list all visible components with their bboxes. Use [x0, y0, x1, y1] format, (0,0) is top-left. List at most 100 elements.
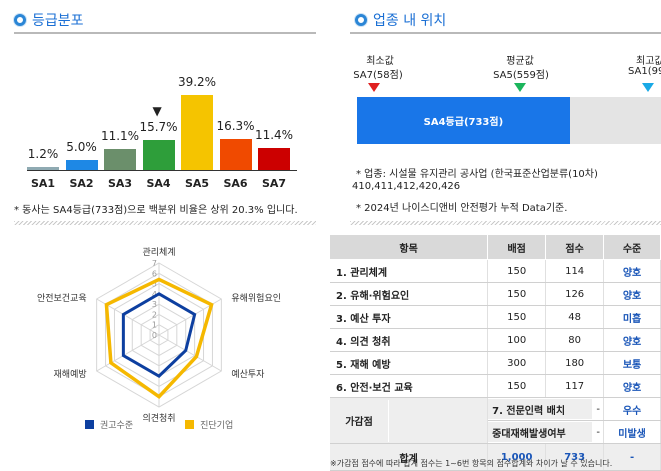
radar-axis-label: 관리체계 [142, 246, 175, 258]
radar-axis-label: 의견청취 [142, 412, 175, 424]
table-row: 2. 유해·위험요인 150 126 양호 [330, 282, 661, 306]
legend-swatch-recommended [85, 420, 94, 429]
row-max: 150 [487, 259, 547, 283]
table-row: 1. 관리체계 150 114 양호 [330, 259, 661, 283]
table-row: 6. 안전·보건 교육 150 117 양호 [330, 374, 661, 398]
radar-series-recommended [121, 292, 197, 379]
radar-legend: 권고수준 진단기업 [85, 418, 233, 431]
industry-data-note: * 2024년 나이스디앤비 안전평가 누적 Data기준. [356, 203, 568, 214]
header-item: 항목 [330, 235, 489, 260]
bonus-value: - [596, 403, 600, 415]
row-level: 양호 [603, 328, 661, 352]
row-item: 3. 예산 투자 [330, 305, 489, 329]
bonus-value: - [596, 426, 600, 438]
grade-bar-value-label: 1.2% [27, 147, 59, 161]
position-fill: SA4등급(733점) [357, 97, 570, 144]
section-bullet-icon [14, 14, 26, 26]
row-max: 150 [487, 374, 547, 398]
grade-bar-value-label: 11.1% [100, 128, 140, 143]
row-level: 양호 [603, 374, 661, 398]
legend-swatch-company [185, 420, 195, 429]
row-item: 2. 유해·위험요인 [330, 282, 489, 306]
row-score: 117 [545, 374, 605, 398]
separator [14, 221, 316, 225]
total-level: - [603, 443, 661, 471]
table-row: 5. 재해 예방 300 180 보통 [330, 351, 661, 375]
header-level: 수준 [603, 235, 661, 260]
radar-axis-label: 재해예방 [54, 369, 87, 380]
total-label: 합계 [330, 443, 489, 471]
grade-bar-value-label: 11.4% [254, 128, 294, 143]
table-header-row: 항목 배점 점수 수준 [330, 235, 661, 260]
radar-series-company [104, 277, 214, 400]
grade-category-label: SA5 [184, 177, 210, 190]
max-marker-icon [642, 83, 654, 92]
header-score: 점수 [545, 235, 605, 260]
grade-category-label: SA7 [261, 177, 287, 190]
separator [350, 221, 661, 225]
avg-marker-icon [514, 83, 526, 92]
radar-axis-label: 예산투자 [231, 369, 265, 380]
grade-bar-sa7 [258, 148, 290, 170]
total-score: 733 [545, 443, 605, 471]
industry-position-header: 업종 내 위치 [355, 10, 446, 30]
bonus-item: 7. 전문인력 배치 [488, 399, 594, 419]
row-score: 80 [545, 328, 605, 352]
row-item: 1. 관리체계 [330, 259, 489, 283]
bonus-item: 중대재해발생여부 [488, 422, 594, 442]
grade-bar-value-label: 16.3% [216, 118, 255, 133]
bonus-row: 7. 전문인력 배치 - [487, 397, 605, 421]
grade-category-label: SA2 [69, 177, 94, 190]
row-score: 180 [545, 351, 605, 375]
position-label: SA4등급(733점) [423, 117, 504, 128]
min-label: 최소값 [366, 56, 394, 67]
grade-bar-sa3 [104, 148, 136, 170]
radar-tick-label: 0 [152, 331, 157, 340]
avg-value: SA5(559점) [493, 70, 549, 81]
min-marker-icon [368, 83, 380, 92]
bonus-group-text: 가감점 [330, 399, 389, 442]
max-value: SA1(99 [628, 66, 661, 77]
industry-note: * 업종: 시설물 유지관리 공사업 (한국표준산업분류(10차) [356, 169, 598, 180]
grade-distribution-header: 등급분포 [14, 10, 84, 30]
header-max: 배점 [487, 235, 547, 260]
section-underline [350, 32, 661, 34]
section-underline [14, 32, 316, 34]
grade-category-label: SA3 [107, 177, 133, 190]
radar-axis-label: 안전보건교육 [37, 293, 87, 304]
grade-category-label: SA1 [30, 177, 56, 190]
radar-axis-label: 유해위험요인 [231, 293, 281, 304]
grade-bar-chart: 1.2% SA1 5.0% SA2 11.1% SA3 15.7% SA4 ▼ 39.2% SA5 1… [14, 50, 314, 190]
grade-category-label: SA4 [146, 177, 171, 190]
row-level: 보통 [603, 351, 661, 375]
table-total-row: 합계 1,000 733 - [330, 443, 661, 471]
radar-tick-label: 2 [152, 310, 157, 319]
grade-bar-value-label: 15.7% [139, 119, 178, 134]
grade-note: * 동사는 SA4등급(733점)으로 백분위 비율은 상위 20.3% 입니다… [14, 205, 298, 216]
row-level: 미흡 [603, 305, 661, 329]
row-score: 48 [545, 305, 605, 329]
radar-tick-label: 3 [152, 300, 157, 309]
row-score: 114 [545, 259, 605, 283]
grade-bar-sa5 [181, 95, 213, 170]
avg-label: 평균값 [506, 56, 534, 67]
row-score: 126 [545, 282, 605, 306]
section-bullet-icon [355, 14, 367, 26]
grade-distribution-title: 등급분포 [32, 13, 84, 29]
table-row: 4. 의견 청취 100 80 양호 [330, 328, 661, 352]
legend-label-company: 진단기업 [200, 421, 234, 431]
grade-bar-sa4 [142, 139, 175, 170]
row-item: 4. 의견 청취 [330, 328, 489, 352]
row-max: 300 [487, 351, 547, 375]
row-max: 150 [487, 282, 547, 306]
table-row: 3. 예산 투자 150 48 미흡 [330, 305, 661, 329]
radar-tick-label: 7 [152, 259, 157, 268]
bonus-level: 우수 [603, 397, 661, 421]
max-label: 최고값 [636, 56, 661, 67]
grade-bar-sa6 [219, 138, 252, 170]
radar-tick-label: 5 [152, 280, 157, 289]
table-row-bonus: 중대재해발생여부 - 미발생 [330, 420, 661, 444]
row-item: 5. 재해 예방 [330, 351, 489, 375]
grade-category-label: SA6 [223, 177, 248, 190]
